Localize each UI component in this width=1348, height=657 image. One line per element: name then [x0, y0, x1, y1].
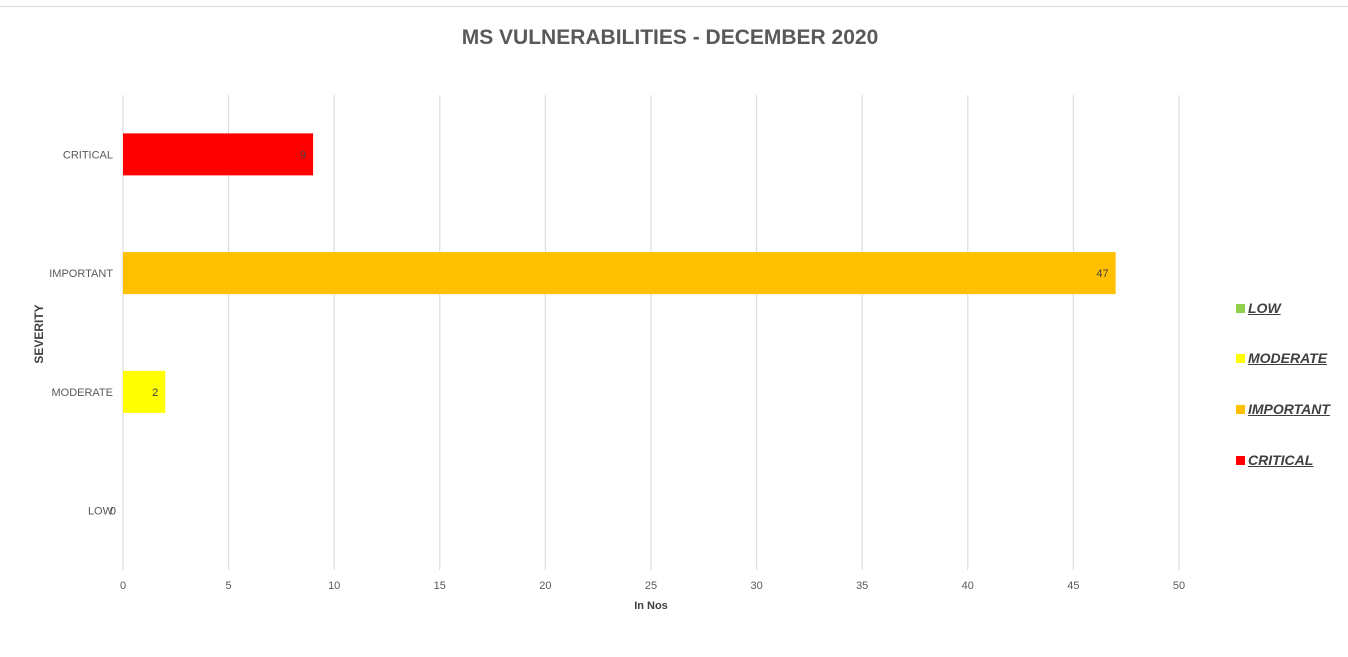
x-tick-label-20: 20 — [539, 580, 551, 592]
x-axis-title: In Nos — [634, 600, 668, 612]
data-label-low: 0 — [110, 506, 116, 518]
x-tick-label-15: 15 — [434, 580, 446, 592]
x-tick-label-0: 0 — [120, 580, 126, 592]
x-tick-label-40: 40 — [962, 580, 974, 592]
x-tick-label-30: 30 — [750, 580, 762, 592]
chart-title: MS VULNERABILITIES - DECEMBER 2020 — [461, 26, 879, 49]
category-label-critical: CRITICAL — [63, 149, 113, 161]
top-border-line — [0, 6, 1348, 7]
x-tick-label-25: 25 — [645, 580, 657, 592]
data-label-moderate: 2 — [152, 387, 158, 399]
x-tick-label-50: 50 — [1173, 580, 1185, 592]
x-tick-label-45: 45 — [1067, 580, 1079, 592]
bar-critical — [123, 133, 314, 176]
legend-label-moderate: MODERATE — [1248, 350, 1328, 366]
bar-important — [123, 252, 1116, 295]
x-tick-label-35: 35 — [856, 580, 868, 592]
legend-label-low: LOW — [1248, 300, 1281, 316]
data-label-critical: 9 — [300, 149, 306, 161]
x-tick-label-10: 10 — [328, 580, 340, 592]
bar-moderate — [123, 370, 166, 413]
legend-swatch-important — [1236, 405, 1245, 414]
data-label-important: 47 — [1096, 268, 1108, 280]
category-label-important: IMPORTANT — [49, 268, 113, 280]
legend-label-important: IMPORTANT — [1248, 401, 1330, 417]
x-tick-label-5: 5 — [226, 580, 232, 592]
category-label-low: LOW — [88, 506, 114, 518]
legend-swatch-moderate — [1236, 354, 1245, 363]
legend-swatch-low — [1236, 304, 1245, 313]
category-label-moderate: MODERATE — [51, 387, 113, 399]
legend-label-critical: CRITICAL — [1248, 452, 1314, 468]
legend-swatch-critical — [1236, 456, 1245, 465]
